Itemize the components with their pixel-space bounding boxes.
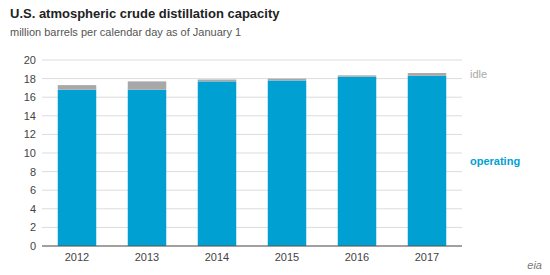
x-tick-label: 2012 <box>65 251 89 263</box>
x-tick-label: 2014 <box>205 251 229 263</box>
grid-line <box>42 171 462 172</box>
legend-label: idle <box>470 68 487 80</box>
bar <box>268 80 307 246</box>
grid-line <box>42 190 462 191</box>
y-tick-label: 14 <box>24 110 36 122</box>
bar <box>338 75 377 76</box>
grid-line <box>42 227 462 228</box>
bar <box>338 77 377 246</box>
subtitle: million barrels per calendar day as of J… <box>10 26 241 38</box>
bar <box>58 90 97 246</box>
grid-line <box>42 134 462 135</box>
y-tick-label: 12 <box>24 128 36 140</box>
bar <box>58 85 97 90</box>
x-tick-label: 2015 <box>275 251 299 263</box>
grid-line <box>42 78 462 79</box>
title: U.S. atmospheric crude distillation capa… <box>10 6 280 21</box>
y-tick-label: 0 <box>30 240 36 252</box>
y-tick-label: 10 <box>24 147 36 159</box>
grid-line <box>42 97 462 98</box>
bar <box>128 90 167 246</box>
grid-line <box>42 115 462 116</box>
y-tick-label: 2 <box>30 221 36 233</box>
bar <box>268 79 307 81</box>
x-tick-label: 2017 <box>415 251 439 263</box>
y-tick-label: 8 <box>30 166 36 178</box>
annotation: eia <box>527 259 542 271</box>
grid-line <box>42 60 462 61</box>
x-tick-label: 2013 <box>135 251 159 263</box>
y-tick-label: 4 <box>30 203 36 215</box>
grid-line <box>42 246 462 247</box>
grid <box>42 60 462 246</box>
bar <box>408 76 447 246</box>
grid-line <box>42 208 462 209</box>
bars <box>58 73 447 246</box>
bar <box>198 81 237 246</box>
legend-label: operating <box>470 155 520 167</box>
chart-container: U.S. atmospheric crude distillation capa… <box>0 0 550 275</box>
y-tick-label: 18 <box>24 73 36 85</box>
chart: U.S. atmospheric crude distillation capa… <box>0 0 550 275</box>
bar <box>198 80 237 82</box>
y-tick-label: 6 <box>30 184 36 196</box>
x-axis <box>42 246 462 247</box>
grid-line <box>42 153 462 154</box>
bar <box>408 73 447 76</box>
x-tick-label: 2016 <box>345 251 369 263</box>
y-tick-label: 16 <box>24 91 36 103</box>
bar <box>128 81 167 89</box>
y-tick-label: 20 <box>24 54 36 66</box>
